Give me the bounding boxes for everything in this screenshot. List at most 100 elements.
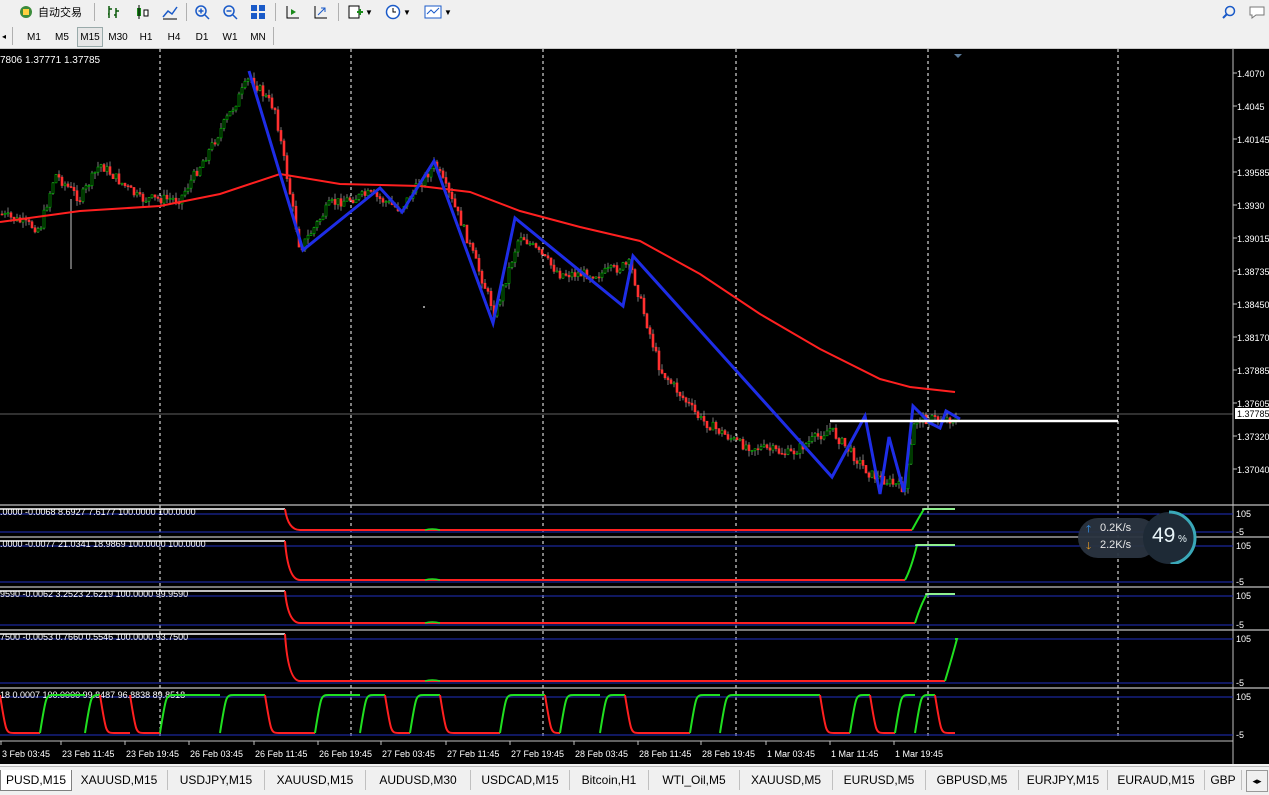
candle-body <box>261 85 265 97</box>
tab-eurusd-m5[interactable]: EURUSD,M5 <box>833 770 926 790</box>
timeframe-h4[interactable]: H4 <box>167 31 181 43</box>
upload-speed: 0.2K/s <box>1100 522 1132 534</box>
candle-body <box>504 282 508 287</box>
tab-gbp-partial[interactable]: GBP <box>1205 770 1242 790</box>
autoscroll-icon[interactable] <box>310 2 332 22</box>
candle-body <box>489 290 493 307</box>
autotrade-button[interactable]: 自动交易 <box>14 2 86 22</box>
timeframe-m15[interactable]: M15 <box>77 27 103 47</box>
tab-xauusd-m5[interactable]: XAUUSD,M5 <box>740 770 833 790</box>
candle-body <box>870 470 874 478</box>
tab-gbpusd-m5[interactable]: GBPUSD,M5 <box>926 770 1019 790</box>
templates-dropdown[interactable]: ▼ <box>421 2 455 22</box>
candle-body <box>768 447 772 451</box>
candle-body <box>129 185 133 188</box>
zoom-out-icon[interactable] <box>219 2 241 22</box>
chart-window[interactable]: 1.4070 1.4045 1.40145 1.39585 1.3930 1.39015 1… <box>0 49 1269 764</box>
candle-body <box>825 430 829 437</box>
tile-windows-icon[interactable] <box>247 2 269 22</box>
line-chart-icon[interactable] <box>159 2 181 22</box>
oscillator-segment <box>689 694 720 734</box>
candle-body <box>36 228 40 233</box>
candle-body <box>42 209 46 229</box>
candle-body <box>567 275 571 278</box>
indicators-dropdown[interactable]: ▼ <box>344 2 376 22</box>
candle-body <box>231 109 235 112</box>
candle-body <box>216 137 220 145</box>
cpu-percent: 49 <box>1152 524 1176 547</box>
price-label: 1.40145 <box>1237 135 1269 145</box>
oscillator-segment <box>0 694 40 734</box>
timeframe-h1[interactable]: H1 <box>139 31 153 43</box>
periods-dropdown[interactable]: ▼ <box>382 2 414 22</box>
oscillator-segment <box>599 694 625 734</box>
candle-body <box>0 213 4 216</box>
search-icon[interactable] <box>1219 2 1239 22</box>
chat-icon[interactable] <box>1246 2 1268 22</box>
candle-body <box>813 433 817 437</box>
timeframe-d1[interactable]: D1 <box>195 31 209 43</box>
tab-euraud-m15[interactable]: EURAUD,M15 <box>1108 770 1205 790</box>
candle-body <box>189 179 193 189</box>
candle-body <box>192 170 196 181</box>
current-price-tag <box>1235 408 1269 419</box>
candle-body <box>183 190 187 196</box>
candle-body <box>480 270 484 284</box>
tab-pusd-m15[interactable]: PUSD,M15 <box>0 770 72 791</box>
timeframe-mn[interactable]: MN <box>250 31 266 43</box>
candle-body <box>516 240 520 253</box>
tab-audusd-m30[interactable]: AUDUSD,M30 <box>366 770 471 790</box>
candle-body <box>72 187 76 192</box>
indicator-header: .0000 -0.0068 8.6927 7.6177 100.0000 100… <box>0 507 196 517</box>
main-toolbar: 自动交易 ▼ ▼ ▼ <box>0 0 1269 25</box>
tab-usdjpy-m15[interactable]: USDJPY,M15 <box>168 770 265 790</box>
tab-xauusd-m15[interactable]: XAUUSD,M15 <box>71 770 168 790</box>
price-label: 1.4070 <box>1237 69 1265 79</box>
zoom-in-icon[interactable] <box>191 2 213 22</box>
bar-chart-icon[interactable] <box>103 2 125 22</box>
timeframe-w1[interactable]: W1 <box>222 31 238 43</box>
candle-body <box>333 199 337 205</box>
tab-eurjpy-m15[interactable]: EURJPY,M15 <box>1019 770 1108 790</box>
tab-xauusd-m15-2[interactable]: XAUUSD,M15 <box>265 770 366 790</box>
indicator-green-blip <box>424 578 441 581</box>
indicator-level-top: 105 <box>1236 692 1251 702</box>
tab-wti-oil-m5[interactable]: WTI_Oil,M5 <box>649 770 740 790</box>
candle-body <box>783 453 787 456</box>
chevron-down-icon: ▼ <box>444 7 452 17</box>
tab-usdcad-m15[interactable]: USDCAD,M15 <box>471 770 570 790</box>
tab-bitcoin-h1[interactable]: Bitcoin,H1 <box>570 770 649 790</box>
candle-body <box>330 199 334 201</box>
indicator-green-line <box>904 544 955 581</box>
oscillator-segment <box>219 694 265 734</box>
price-chart[interactable]: 1.4070 1.4045 1.40145 1.39585 1.3930 1.39015 1… <box>0 49 1269 764</box>
candle-body <box>549 257 553 266</box>
oscillator-segment <box>439 694 500 734</box>
ohlc-readout: 7806 1.37771 1.37785 <box>0 55 101 66</box>
autotrade-label: 自动交易 <box>38 7 82 19</box>
candle-body <box>681 395 685 399</box>
candle-body <box>141 193 145 202</box>
candle-body <box>105 166 109 172</box>
timeframe-m30[interactable]: M30 <box>108 31 128 43</box>
candle-body <box>621 262 625 271</box>
tabs-scroll-button[interactable]: ◂▸ <box>1246 770 1268 792</box>
candle-body <box>321 215 325 220</box>
candle-body <box>747 444 751 451</box>
candle-body <box>78 200 82 202</box>
candle-body <box>816 433 820 437</box>
indicator-level-bottom: -5 <box>1236 527 1244 537</box>
price-label: 1.39015 <box>1237 234 1269 244</box>
price-label: 1.38170 <box>1237 333 1269 343</box>
candle-body <box>600 272 604 278</box>
timeframe-m1[interactable]: M1 <box>27 31 41 43</box>
candle-body <box>756 448 760 451</box>
time-label: 28 Feb 11:45 <box>639 749 691 759</box>
candle-body <box>459 210 463 226</box>
candle-body <box>474 250 478 259</box>
candle-body <box>762 444 766 447</box>
candlestick-icon[interactable] <box>131 2 153 22</box>
candle-body <box>90 172 94 186</box>
timeframe-m5[interactable]: M5 <box>55 31 69 43</box>
chart-shift-icon[interactable] <box>282 2 304 22</box>
